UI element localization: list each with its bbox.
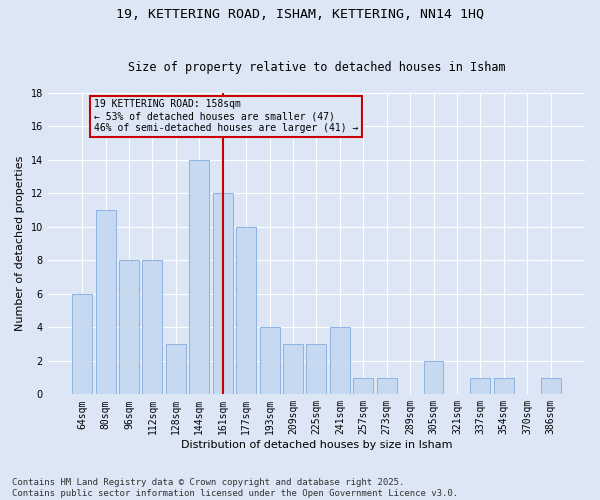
Bar	[541, 378, 560, 394]
X-axis label: Distribution of detached houses by size in Isham: Distribution of detached houses by size …	[181, 440, 452, 450]
Text: 19 KETTERING ROAD: 158sqm
← 53% of detached houses are smaller (47)
46% of semi-: 19 KETTERING ROAD: 158sqm ← 53% of detac…	[94, 100, 358, 132]
Bar	[95, 210, 116, 394]
Bar	[190, 160, 209, 394]
Bar	[166, 344, 186, 395]
Bar	[470, 378, 490, 394]
Bar	[236, 227, 256, 394]
Bar	[424, 361, 443, 394]
Bar	[72, 294, 92, 394]
Bar	[353, 378, 373, 394]
Bar	[213, 194, 233, 394]
Text: Contains HM Land Registry data © Crown copyright and database right 2025.
Contai: Contains HM Land Registry data © Crown c…	[12, 478, 458, 498]
Title: Size of property relative to detached houses in Isham: Size of property relative to detached ho…	[128, 60, 505, 74]
Y-axis label: Number of detached properties: Number of detached properties	[15, 156, 25, 331]
Bar	[283, 344, 303, 395]
Bar	[377, 378, 397, 394]
Bar	[142, 260, 163, 394]
Bar	[307, 344, 326, 395]
Bar	[330, 328, 350, 394]
Bar	[260, 328, 280, 394]
Bar	[119, 260, 139, 394]
Bar	[494, 378, 514, 394]
Text: 19, KETTERING ROAD, ISHAM, KETTERING, NN14 1HQ: 19, KETTERING ROAD, ISHAM, KETTERING, NN…	[116, 8, 484, 20]
